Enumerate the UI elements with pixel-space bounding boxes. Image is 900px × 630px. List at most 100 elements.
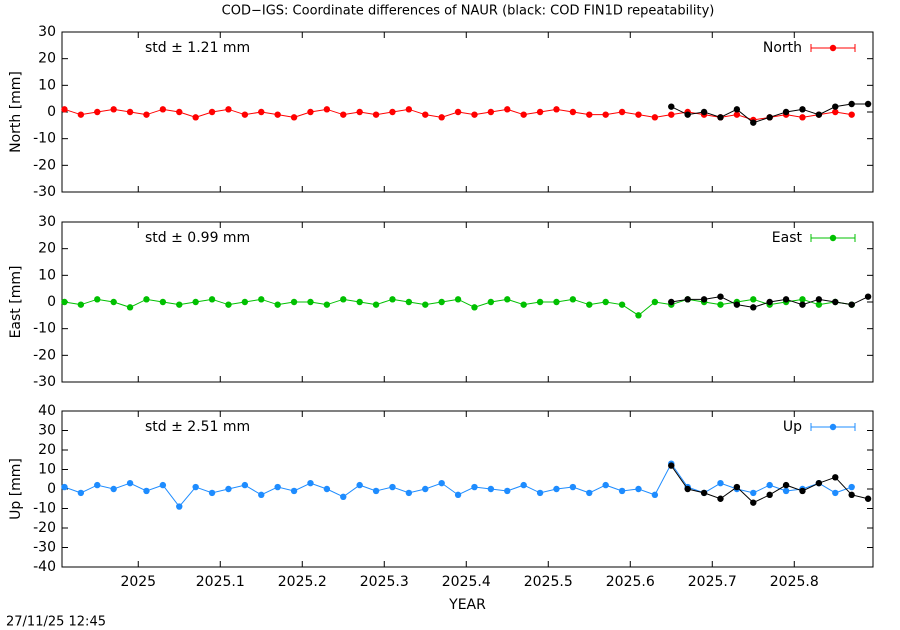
data-point — [307, 479, 314, 487]
data-point — [536, 108, 544, 116]
data-point — [487, 298, 495, 306]
data-point — [422, 485, 429, 493]
y-axis-label: East [mm] — [8, 266, 24, 339]
data-point — [832, 474, 839, 481]
data-point — [684, 111, 691, 118]
legend-label: North — [763, 40, 802, 56]
data-point — [848, 491, 855, 499]
data-point — [274, 301, 281, 308]
data-point — [454, 491, 462, 499]
y-tick-label: 10 — [38, 77, 56, 93]
data-point — [750, 296, 757, 303]
data-point — [340, 111, 347, 118]
data-point — [520, 481, 527, 489]
data-point — [225, 485, 232, 493]
data-point — [668, 462, 675, 469]
data-point — [94, 108, 101, 116]
panel: -40 -30 -20 -10 0 10 20 30 40 2025 2025.1 2025.2 202… — [8, 403, 874, 613]
data-point — [159, 298, 167, 306]
y-tick-label: -20 — [33, 347, 56, 363]
data-point — [77, 301, 85, 308]
data-point — [815, 111, 823, 118]
data-point — [438, 479, 445, 487]
data-point — [504, 487, 511, 495]
data-point — [651, 114, 659, 121]
data-point — [143, 296, 150, 303]
data-point — [405, 298, 413, 306]
y-tick-label: 20 — [38, 241, 56, 257]
y-tick-label: 30 — [38, 24, 56, 40]
data-point — [602, 481, 609, 489]
y-tick-label: -20 — [33, 157, 56, 173]
data-point — [832, 489, 839, 497]
data-point — [471, 483, 478, 491]
data-point — [504, 296, 511, 303]
data-point — [684, 485, 691, 493]
data-point — [323, 301, 331, 308]
x-tick-label: 2025.8 — [770, 574, 819, 590]
data-point — [635, 485, 642, 493]
x-tick-label: 2025.1 — [196, 574, 245, 590]
data-point — [536, 489, 544, 497]
y-tick-label: 10 — [38, 462, 56, 478]
data-point — [832, 103, 839, 110]
data-point — [290, 487, 298, 495]
legend-marker — [829, 423, 837, 431]
data-point — [717, 495, 724, 502]
data-point — [258, 296, 265, 303]
data-point — [61, 483, 68, 491]
data-point — [733, 483, 741, 491]
y-tick-label: 40 — [38, 403, 56, 419]
data-point — [176, 108, 183, 116]
series-line — [64, 462, 852, 508]
data-point — [471, 304, 478, 311]
x-tick-label: 2025.2 — [278, 574, 327, 590]
data-point — [504, 106, 511, 113]
y-tick-label: -40 — [33, 559, 56, 575]
data-point — [274, 111, 281, 118]
data-point — [815, 479, 823, 487]
data-point — [848, 483, 855, 491]
data-point — [799, 296, 806, 303]
data-point — [94, 481, 101, 489]
data-point — [520, 111, 527, 118]
data-point — [241, 298, 249, 306]
data-point — [290, 114, 298, 121]
data-point — [750, 119, 757, 126]
data-point — [651, 298, 659, 306]
data-point — [799, 487, 806, 495]
data-point — [700, 296, 708, 303]
data-point — [356, 481, 363, 489]
data-point — [110, 106, 117, 113]
data-point — [569, 108, 577, 116]
std-annotation: std ± 2.51 mm — [145, 419, 250, 435]
data-point — [389, 296, 396, 303]
legend-marker — [829, 234, 837, 242]
data-point — [635, 111, 642, 118]
data-point — [307, 298, 314, 306]
data-point — [487, 485, 495, 493]
y-axis-label: Up [mm] — [8, 458, 24, 520]
data-point — [717, 301, 724, 308]
data-point — [290, 298, 298, 306]
data-point — [799, 114, 806, 121]
data-point — [799, 106, 806, 113]
data-point — [750, 499, 757, 506]
y-tick-label: -20 — [33, 520, 56, 536]
data-point — [618, 487, 626, 495]
data-point — [77, 111, 85, 118]
data-point — [668, 298, 675, 306]
data-point — [536, 298, 544, 306]
data-point — [750, 489, 757, 497]
x-axis-label: YEAR — [448, 597, 486, 613]
data-point — [766, 114, 773, 121]
data-point — [569, 296, 577, 303]
data-point — [832, 108, 839, 116]
data-point — [799, 301, 806, 308]
data-point — [143, 487, 150, 495]
data-point — [569, 483, 577, 491]
data-point — [454, 296, 462, 303]
std-annotation: std ± 0.99 mm — [145, 230, 250, 246]
plot-frame — [61, 221, 874, 383]
